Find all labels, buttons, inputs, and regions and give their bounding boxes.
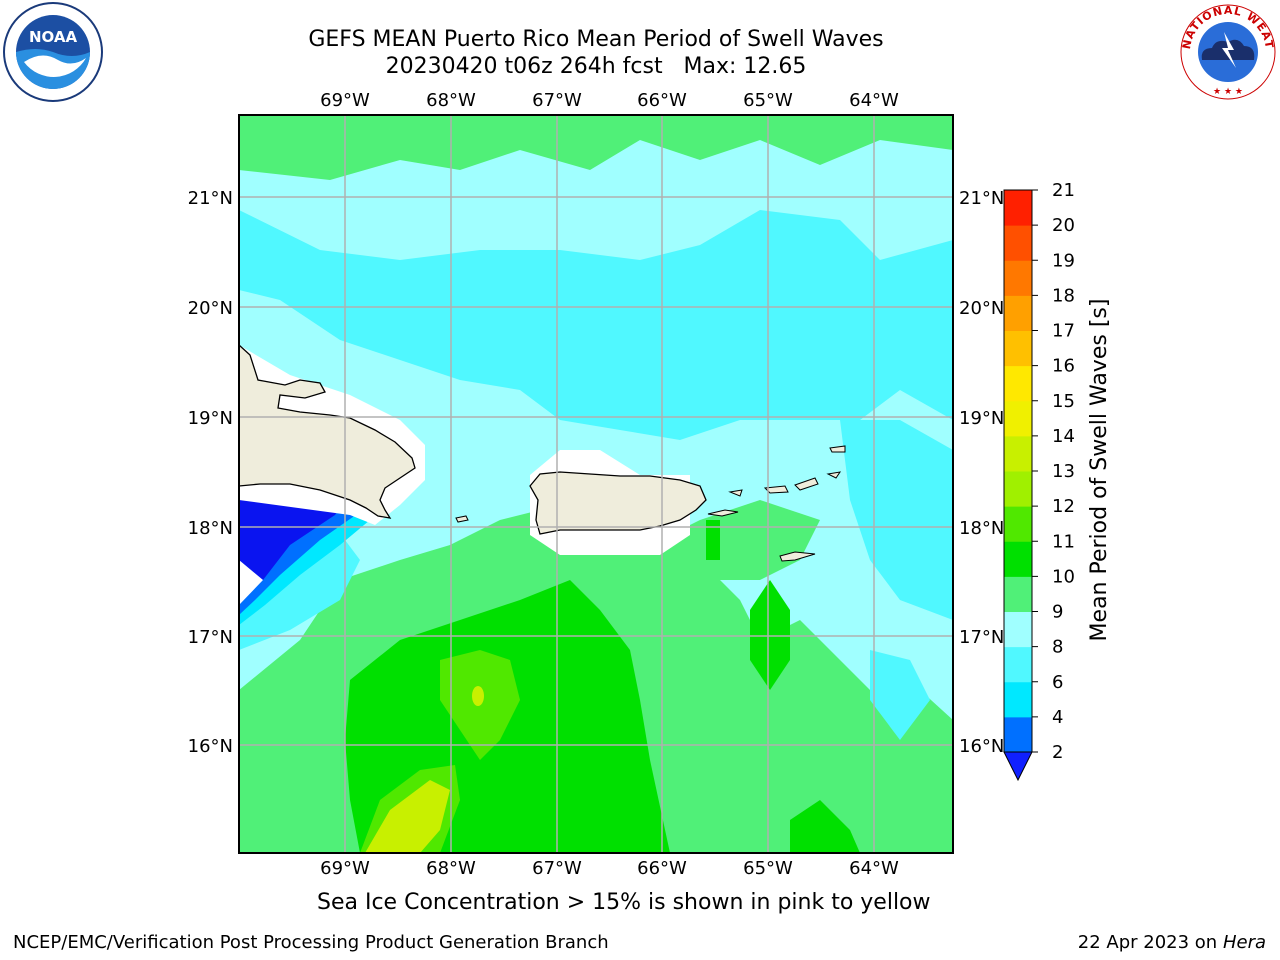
lat-label: 19°N (188, 408, 233, 429)
colorbar-tick-label: 15 (1052, 391, 1075, 412)
colorbar-swatch (1004, 576, 1032, 612)
lat-label: 20°N (188, 298, 233, 319)
footer-date: 22 Apr 2023 on Hera (1078, 932, 1266, 953)
map-gridlines (239, 115, 953, 853)
footer-producer: NCEP/EMC/Verification Post Processing Pr… (13, 932, 609, 953)
colorbar-tick-label: 6 (1052, 672, 1063, 693)
colorbar-swatch (1004, 190, 1032, 226)
colorbar-swatch (1004, 471, 1032, 507)
colorbar-swatch (1004, 435, 1032, 472)
period-12-13-region (365, 780, 450, 853)
colorbar-tick-label: 12 (1052, 496, 1075, 517)
lat-label: 19°N (959, 408, 1004, 429)
colorbar-swatch (1004, 225, 1032, 261)
lat-label: 18°N (959, 518, 1004, 539)
national-weather-service-logo: NATIONAL WEATHER SERVICE ★ ★ ★ (1178, 2, 1276, 100)
colorbar-tick-label: 14 (1052, 426, 1075, 447)
colorbar-swatch (1004, 716, 1032, 753)
map-frame (238, 114, 954, 854)
chart-title-line2: 20230420 t06z 264h fcst Max: 12.65 (385, 54, 807, 79)
lat-label: 21°N (959, 188, 1004, 209)
swell-period-field (239, 115, 953, 853)
colorbar-swatch (1004, 330, 1032, 367)
colorbar-tick-label: 20 (1052, 215, 1075, 236)
period-7-8-region-east (840, 420, 953, 620)
colorbar-tick-label: 10 (1052, 566, 1075, 587)
lon-label: 67°W (532, 858, 582, 879)
colorbar-tick-label: 16 (1052, 356, 1075, 377)
lat-label: 16°N (959, 736, 1004, 757)
noaa-logo-text: NOAA (29, 28, 78, 46)
period-below-4-region (239, 500, 345, 580)
colorbar-tick-label: 2 (1052, 742, 1063, 763)
lon-label: 69°W (320, 858, 370, 879)
lat-label: 21°N (188, 188, 233, 209)
colorbar-tick-label: 13 (1052, 461, 1075, 482)
colorbar-swatch (1004, 646, 1032, 683)
colorbar: 2 4 6 8 9 10 11 12 13 14 15 16 17 18 19 20 21 (1003, 180, 1075, 782)
colorbar-tick-label: 18 (1052, 285, 1075, 306)
lon-label: 68°W (426, 90, 476, 111)
lon-labels-top: 69°W 68°W 67°W 66°W 65°W 64°W (320, 90, 899, 111)
footer-date-text: 22 Apr 2023 on (1077, 932, 1223, 953)
period-9-10-region-north (239, 115, 953, 180)
lon-label: 66°W (637, 90, 687, 111)
lat-label: 18°N (188, 518, 233, 539)
colorbar-swatch (1004, 611, 1032, 648)
lon-labels-bottom: 69°W 68°W 67°W 66°W 65°W 64°W (320, 858, 899, 879)
footer-machine: Hera (1222, 932, 1266, 953)
period-7-8-region-central (239, 210, 953, 440)
colorbar-label: Mean Period of Swell Waves [s] (1087, 299, 1112, 642)
lon-label: 64°W (849, 858, 899, 879)
chart-title-line1: GEFS MEAN Puerto Rico Mean Period of Swe… (308, 27, 884, 52)
lat-label: 17°N (188, 627, 233, 648)
colorbar-tick-label: 21 (1052, 180, 1075, 201)
colorbar-tick-label: 17 (1052, 321, 1075, 342)
lat-label: 16°N (188, 736, 233, 757)
lon-label: 69°W (320, 90, 370, 111)
colorbar-tick-label: 9 (1052, 602, 1063, 623)
colorbar-swatch (1004, 506, 1032, 542)
colorbar-swatch (1004, 260, 1032, 296)
colorbar-tick-label: 11 (1052, 531, 1075, 552)
lon-label: 65°W (743, 90, 793, 111)
noaa-logo: NOAA (3, 2, 103, 102)
period-9-10-region-east (640, 500, 820, 580)
colorbar-tick-label: 19 (1052, 250, 1075, 271)
colorbar-under-extension (1003, 751, 1033, 782)
colorbar-swatch (1004, 400, 1032, 437)
colorbar-swatch (1004, 681, 1032, 718)
sea-ice-note: Sea Ice Concentration > 15% is shown in … (317, 890, 931, 915)
lon-label: 68°W (426, 858, 476, 879)
lat-labels-right: 21°N 20°N 19°N 18°N 17°N 16°N (959, 188, 1004, 757)
svg-text:★ ★ ★: ★ ★ ★ (1213, 87, 1243, 97)
lat-labels-left: 21°N 20°N 19°N 18°N 17°N 16°N (188, 188, 233, 757)
colorbar-swatch (1004, 295, 1032, 331)
lon-label: 67°W (532, 90, 582, 111)
lon-label: 64°W (849, 90, 899, 111)
lon-label: 66°W (637, 858, 687, 879)
colorbar-tick-label: 4 (1052, 707, 1063, 728)
colorbar-swatch (1004, 541, 1032, 577)
lon-label: 65°W (743, 858, 793, 879)
colorbar-tick-label: 8 (1052, 637, 1063, 658)
lat-label: 17°N (959, 627, 1004, 648)
lat-label: 20°N (959, 298, 1004, 319)
colorbar-swatch (1004, 365, 1032, 402)
